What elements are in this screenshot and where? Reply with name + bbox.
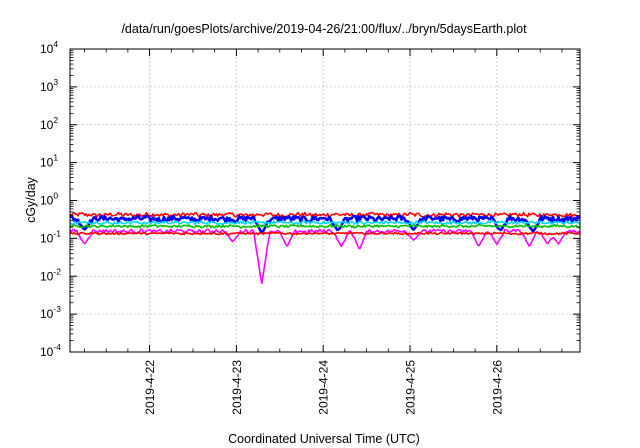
ticks bbox=[70, 48, 580, 353]
x-tick-label: 2019-4-24 bbox=[317, 360, 331, 415]
x-tick-label: 2019-4-25 bbox=[404, 360, 418, 415]
y-tick-label: 100 bbox=[40, 191, 58, 208]
series-line bbox=[69, 211, 581, 219]
x-tick-label: 2019-4-26 bbox=[490, 360, 504, 415]
y-tick-label: 102 bbox=[40, 115, 58, 132]
plot-frame bbox=[69, 48, 581, 353]
series-line bbox=[69, 231, 581, 236]
y-tick-labels: 10-4 10-3 10-2 10-1 100 101 102 103 104 bbox=[40, 39, 61, 359]
y-axis-label: cGy/day bbox=[24, 176, 38, 223]
series-line bbox=[69, 228, 581, 285]
y-tick-label: 10-4 bbox=[40, 342, 61, 359]
x-tick-label: 2019-4-22 bbox=[143, 360, 157, 415]
y-tick-label: 101 bbox=[40, 153, 58, 170]
series-group bbox=[69, 211, 581, 285]
x-axis-label: Coordinated Universal Time (UTC) bbox=[228, 432, 420, 446]
x-tick-label: 2019-4-23 bbox=[230, 360, 244, 415]
grid bbox=[70, 49, 580, 352]
y-tick-label: 104 bbox=[40, 39, 58, 56]
y-tick-label: 10-2 bbox=[40, 266, 61, 283]
x-tick-labels: 2019-4-22 2019-4-23 2019-4-24 2019-4-25 2019… bbox=[143, 360, 504, 415]
series-line bbox=[69, 223, 581, 229]
y-tick-label: 10-3 bbox=[40, 304, 61, 321]
y-tick-label: 103 bbox=[40, 77, 58, 94]
chart-title: /data/run/goesPlots/archive/2019-04-26/2… bbox=[121, 22, 527, 36]
y-tick-label: 10-1 bbox=[40, 228, 61, 245]
series-line bbox=[69, 220, 581, 226]
